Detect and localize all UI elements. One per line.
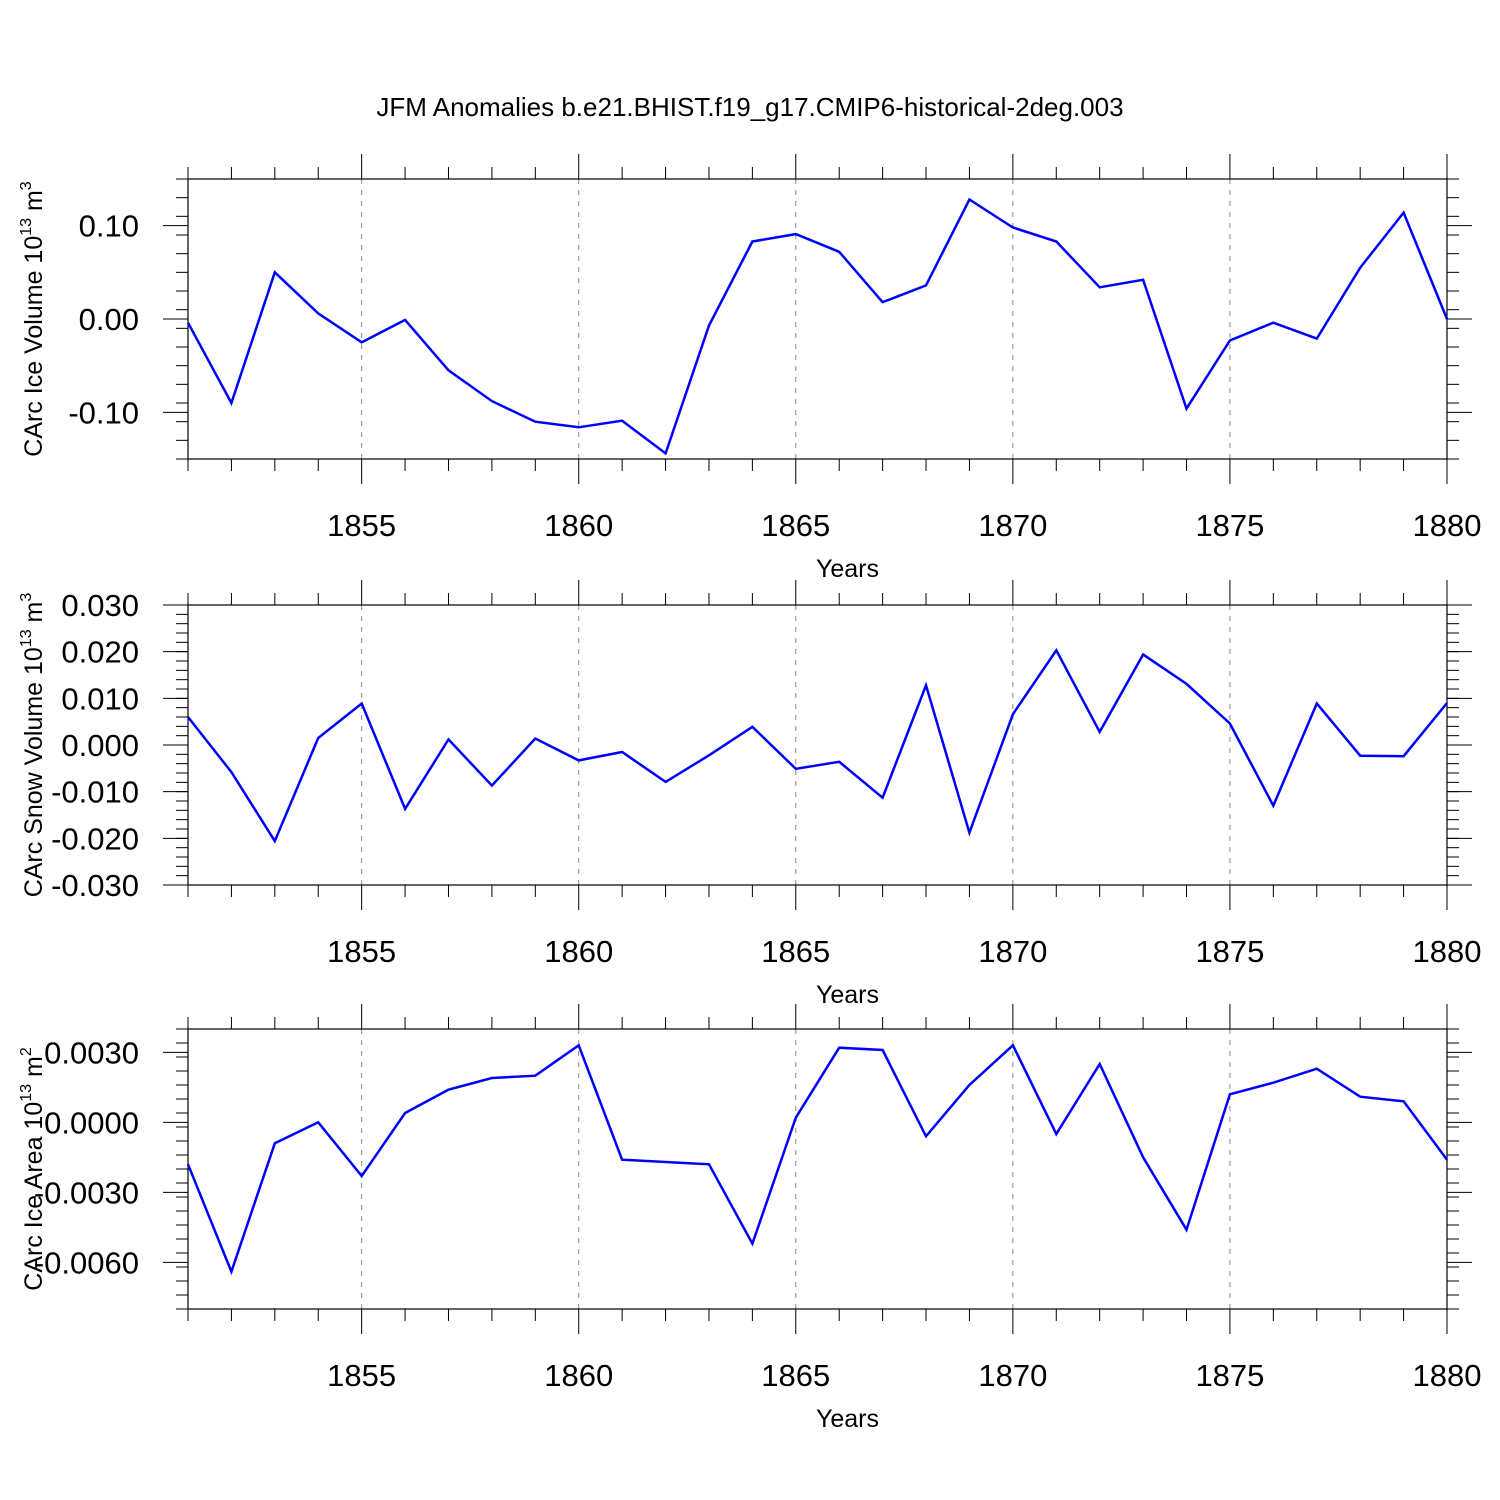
x-axis-title: Years <box>816 555 879 583</box>
y-axis-title: CArc Snow Volume 1013 m3 <box>18 593 48 898</box>
x-tick-label: 1870 <box>978 508 1047 543</box>
x-tick-label: 1865 <box>761 508 830 543</box>
y-tick-label: -0.0030 <box>34 1175 139 1210</box>
x-axis-title: Years <box>816 981 879 1009</box>
y-tick-label: -0.0060 <box>34 1245 139 1280</box>
data-series-line <box>186 197 1449 456</box>
x-tick-label: 1875 <box>1195 934 1264 969</box>
x-tick-label: 1880 <box>1413 508 1482 543</box>
x-axis-title: Years <box>816 1405 879 1433</box>
x-tick-label: 1870 <box>978 934 1047 969</box>
x-tick-label: 1865 <box>761 934 830 969</box>
x-tick-label: 1875 <box>1195 508 1264 543</box>
y-tick-label: 0.00 <box>79 302 139 337</box>
x-tick-label: 1855 <box>327 1358 396 1393</box>
y-tick-label: -0.010 <box>51 775 139 810</box>
y-tick-label: 0.0000 <box>44 1105 139 1140</box>
x-tick-label: 1860 <box>544 934 613 969</box>
chart-panel-3: -0.0060 -0.0030 0.0000 0.0030 1855 1860 1865 18… <box>18 1004 1481 1433</box>
y-axis-title: CArc Ice Volume 1013 m3 <box>18 181 48 457</box>
panels: -0.10 0.00 0.10 1855 1860 1865 1870 1875 1880 Yea… <box>18 154 1481 1433</box>
y-tick-label: -0.020 <box>51 821 139 856</box>
y-tick-label: 0.020 <box>61 635 139 670</box>
x-tick-label: 1855 <box>327 934 396 969</box>
plot-frame <box>187 1028 1448 1310</box>
y-tick-label: 0.0030 <box>44 1035 139 1070</box>
chart-panel-2: -0.030 -0.020 -0.010 0.000 0.010 0.020 0.030 18… <box>18 580 1481 1009</box>
x-tick-label: 1865 <box>761 1358 830 1393</box>
x-tick-label: 1880 <box>1413 1358 1482 1393</box>
y-tick-label: 0.030 <box>61 588 139 623</box>
data-series-line <box>187 647 1448 844</box>
x-tick-label: 1855 <box>327 508 396 543</box>
y-tick-label: 0.010 <box>61 681 139 716</box>
y-axis-title: CArc Ice Area 1013 m2 <box>18 1047 48 1291</box>
x-tick-label: 1870 <box>978 1358 1047 1393</box>
x-tick-label: 1860 <box>544 508 613 543</box>
figure-title: JFM Anomalies b.e21.BHIST.f19_g17.CMIP6-… <box>376 92 1123 122</box>
y-tick-label: 0.10 <box>79 209 139 244</box>
x-tick-label: 1860 <box>544 1358 613 1393</box>
plot-frame <box>187 604 1448 886</box>
y-tick-label: -0.030 <box>51 868 139 903</box>
chart-panel-1: -0.10 0.00 0.10 1855 1860 1865 1870 1875 1880 Yea… <box>18 154 1481 583</box>
data-series-line <box>186 1043 1449 1276</box>
x-tick-label: 1875 <box>1195 1358 1264 1393</box>
x-tick-label: 1880 <box>1413 934 1482 969</box>
y-tick-label: -0.10 <box>68 395 139 430</box>
y-tick-label: 0.000 <box>61 728 139 763</box>
